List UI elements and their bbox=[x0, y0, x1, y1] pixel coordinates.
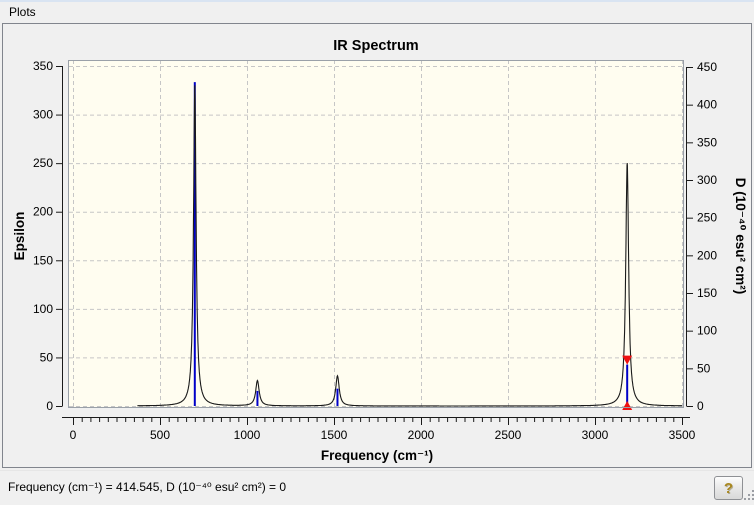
question-mark-icon: ? bbox=[723, 479, 734, 497]
resize-grip-icon[interactable] bbox=[744, 490, 754, 500]
help-button[interactable]: ? bbox=[714, 476, 743, 500]
cursor-readout: Frequency (cm⁻¹) = 414.545, D (10⁻⁴⁰ esu… bbox=[8, 480, 287, 494]
panel-titlebar: Plots bbox=[0, 2, 754, 23]
plot-panel bbox=[2, 23, 752, 468]
status-bar: Frequency (cm⁻¹) = 414.545, D (10⁻⁴⁰ esu… bbox=[0, 470, 754, 504]
window-top-border bbox=[0, 0, 754, 2]
panel-title: Plots bbox=[9, 5, 36, 19]
